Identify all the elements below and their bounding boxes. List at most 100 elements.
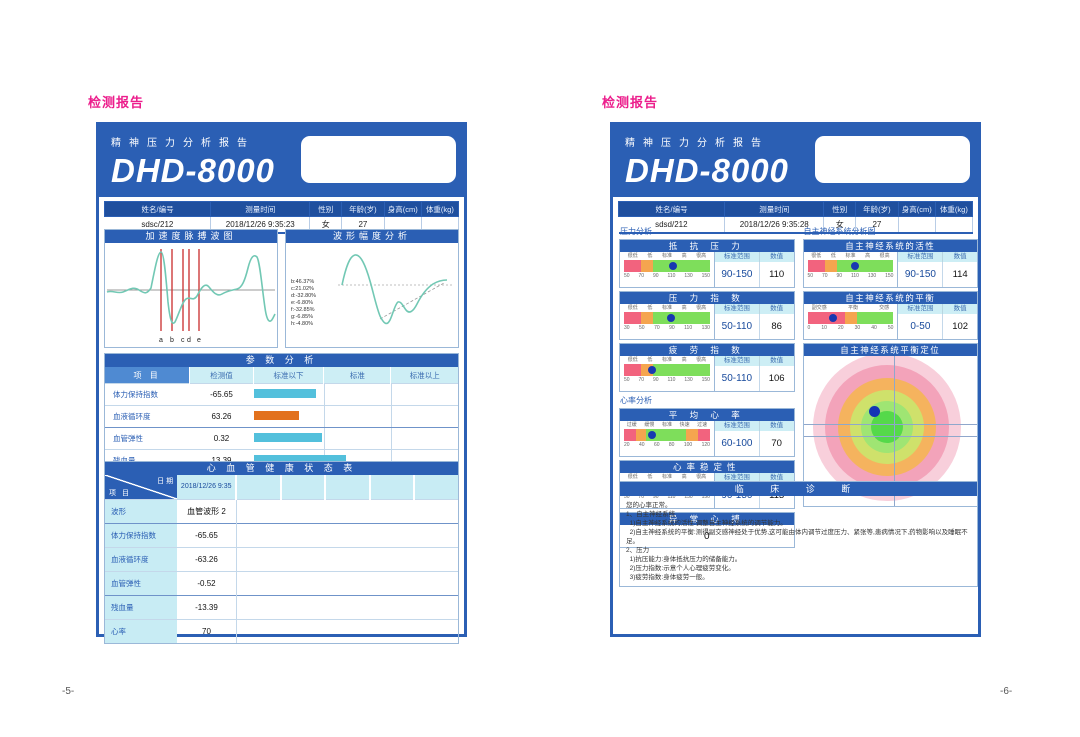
gauge-fatigue-index: 疲 劳 指 数 很低低标准高很高 50 70 90 110 130 150 标准范围 数值 …	[619, 343, 795, 392]
params-header-item: 项 目	[105, 367, 190, 384]
clinical-diagnosis-title: 临 床 诊 断	[620, 482, 977, 496]
gauge-stress-resistance: 抵 抗 压 力 很低低标准高很高 50 70 90 110 130 150 标准范围 数值 …	[619, 239, 795, 288]
report-page-right: 精神压力分析报告 DHD-8000 姓名/编号 测量时间 性别 年龄(岁) 身高…	[610, 122, 981, 637]
history-row: 波形 血管波形 2	[105, 499, 458, 524]
page-number-right: -6-	[1000, 686, 1013, 697]
info-header: 身高(cm)	[897, 201, 936, 217]
params-row: 体力保持指数 -65.65	[105, 383, 458, 406]
gauge-dot	[829, 314, 838, 322]
info-header: 性别	[309, 201, 343, 217]
report-label-right: 检测报告	[602, 95, 659, 110]
measured-value: 86	[758, 314, 794, 339]
svg-text:b: b	[170, 337, 174, 344]
value-bar	[254, 433, 322, 442]
params-row: 血液循环度 63.26	[105, 405, 458, 428]
apg-waveform: a b c d e	[106, 249, 276, 344]
value-bar	[254, 389, 316, 398]
gauge-scale: 过缓 缓慢 标准 快速 过速 20 40 60 80 100 120	[624, 422, 710, 448]
heart-rate-section-label: 心率分析	[620, 396, 652, 405]
gauge-dot	[648, 431, 657, 439]
parameter-analysis-title: 参 数 分 析	[105, 354, 458, 367]
gauge-info: 标准范围 数值 90-150 110	[713, 252, 794, 287]
info-header: 年龄(岁)	[341, 201, 385, 217]
params-header: 检测值	[189, 367, 254, 384]
info-value-name: sdsc/212	[104, 216, 212, 233]
info-header: 姓名/编号	[617, 201, 726, 217]
history-row: 残血量 -13.39	[105, 595, 458, 620]
info-value-age: 27	[341, 216, 385, 233]
standard-range: 60-100	[721, 438, 753, 449]
info-header: 体重(kg)	[420, 201, 460, 217]
svg-text:c: c	[181, 337, 185, 344]
standard-range: 50-110	[721, 321, 753, 332]
info-value-time: 2018/12/26 9:35:28	[724, 216, 825, 233]
params-header: 标准以上	[390, 367, 458, 384]
corner-cell: 日 期 项 目	[105, 475, 178, 500]
parameter-analysis-section: 参 数 分 析 项 目 检测值 标准以下 标准 标准以上 体力保持指数 -65.…	[104, 353, 459, 472]
patient-info-table: 姓名/编号 测量时间 性别 年龄(岁) 身高(cm) 体重(kg) sdsc/2…	[103, 201, 460, 234]
info-header: 性别	[823, 201, 857, 217]
info-value-name: sdsd/212	[618, 216, 726, 233]
measured-value: 70	[758, 431, 794, 456]
history-row: 血管弹性 -0.52	[105, 571, 458, 596]
info-value-gender: 女	[823, 216, 857, 233]
amplitude-labels: b:46.37% c:21.02% d:-32.80% e:-6.80% f:-…	[291, 279, 317, 327]
cardio-history-section: 心 血 管 健 康 状 态 表 日 期 项 目 2018/12/26 9:35 …	[104, 461, 459, 644]
info-value-weight	[935, 216, 974, 233]
abnormal-heartbeat-value: 0	[703, 530, 710, 542]
gauge-scale: 很低低标准高很高 30 50 70 90 110 130	[624, 305, 710, 331]
apg-chart-title: 加速度脉搏波图	[105, 230, 277, 243]
measured-value: 102	[942, 314, 977, 339]
gauge-dot	[850, 262, 859, 270]
info-header: 身高(cm)	[383, 201, 422, 217]
gauge-info: 标准范围 数值 90-150 114	[897, 252, 977, 287]
value-bar	[254, 455, 347, 464]
gauge-ans-balance: 自主神经系统的平衡 副交感 平衡 交感 0 10 20 30 40 50 标准范围 数值 0-5…	[802, 291, 978, 340]
page-title: 精神压力分析报告	[625, 138, 769, 149]
gauge-scale: 副交感 平衡 交感 0 10 20 30 40 50	[807, 305, 894, 331]
gauge-average-heart-rate: 平 均 心 率 过缓 缓慢 标准 快速 过速 20 40 60 80 100 120 标准范围 数值…	[619, 408, 795, 457]
amplitude-chart-panel: 波形幅度分析 b:46.37% c:21.02% d:-32.80% e:-6.…	[285, 229, 459, 348]
standard-range: 0-50	[910, 321, 931, 332]
gauge-info: 标准范围 数值 50-110 86	[713, 304, 794, 339]
standard-range: 50-110	[721, 373, 753, 384]
amplitude-chart: b:46.37% c:21.02% d:-32.80% e:-6.80% f:-…	[286, 243, 458, 347]
params-row: 血管弹性 0.32	[105, 427, 458, 450]
page-title: 精神压力分析报告	[111, 138, 255, 149]
measured-value: 110	[758, 262, 794, 287]
history-date: 2018/12/26 9:35	[177, 475, 237, 500]
ans-balance-target-panel: 自主神经系统平衡定位	[802, 343, 978, 507]
gauge-ans-activity: 自主神经系统的活性 很低低标准高很高 50 70 90 110 130 150 标准范围数…	[802, 239, 978, 288]
gauge-info: 标准范围 数值 0-50 102	[897, 304, 977, 339]
report-label-left: 检测报告	[88, 95, 145, 110]
info-value-age: 27	[855, 216, 899, 233]
page-number-left: -5-	[62, 686, 75, 697]
standard-range: 90-150	[721, 269, 753, 280]
history-row: 心率 70	[105, 619, 458, 643]
info-value-gender: 女	[309, 216, 343, 233]
gauge-dot	[669, 262, 677, 270]
info-header: 体重(kg)	[934, 201, 974, 217]
apg-chart: a b c d e	[105, 243, 277, 347]
gauge-scale: 很低低标准高很高 50 70 90 110 130 150	[624, 253, 710, 279]
svg-text:e: e	[197, 337, 201, 344]
info-value-height	[898, 216, 936, 233]
stress-section-label: 压力分析	[620, 227, 652, 236]
info-header: 测量时间	[210, 201, 311, 217]
target-horizontal-axis	[803, 423, 977, 425]
report-page-left: 精神压力分析报告 DHD-8000 姓名/编号 测量时间 性别 年龄(岁) 身高…	[96, 122, 467, 644]
info-header: 姓名/编号	[103, 201, 212, 217]
logo-box	[301, 136, 456, 183]
ans-balance-target-chart	[803, 356, 977, 506]
device-name: DHD-8000	[111, 152, 275, 189]
gauge-dot	[667, 314, 676, 322]
page-header: 精神压力分析报告 DHD-8000	[99, 125, 464, 197]
history-row: 血液循环度 -63.26	[105, 547, 458, 572]
gauge-scale: 很低低标准高很高 50 70 90 110 130 150	[807, 253, 894, 279]
gauge-info: 标准范围 数值 60-100 70	[713, 421, 794, 456]
svg-text:d: d	[187, 337, 191, 344]
gauge-scale: 很低低标准高很高 50 70 90 110 130 150	[624, 357, 710, 383]
target-horizontal-axis-2	[803, 435, 977, 437]
clinical-diagnosis-text: 您的心率正常。 1、自主神经系统 1)自主神经系统的活性:调整自主神经系统的调节…	[626, 502, 968, 581]
value-bar	[254, 411, 300, 420]
